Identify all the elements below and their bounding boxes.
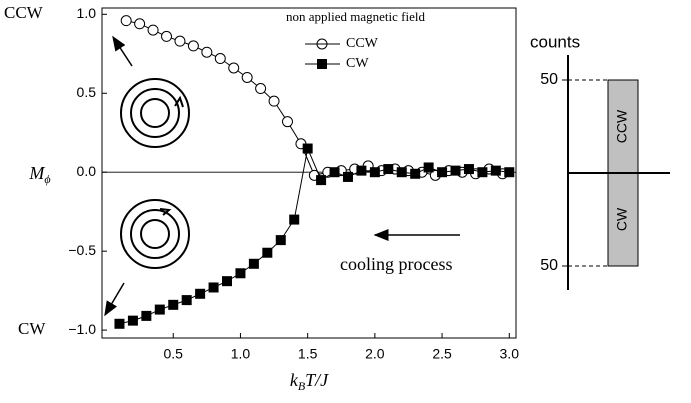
x-tick-label: 2.5 — [432, 346, 452, 362]
x-axis-label-part: k — [290, 370, 299, 390]
legend-label: CCW — [346, 36, 379, 51]
bar-label: CW — [614, 207, 630, 231]
point — [154, 304, 165, 315]
plot-frame — [101, 7, 517, 339]
point — [201, 46, 213, 58]
icons — [104, 35, 460, 317]
point — [241, 71, 253, 83]
point — [268, 95, 280, 107]
point — [289, 214, 300, 225]
y-tick-label: −1.0 — [68, 321, 96, 337]
x-tick-label: 2.0 — [365, 346, 385, 362]
point — [222, 276, 233, 287]
y-tick-label: 0.5 — [77, 84, 97, 100]
point — [147, 24, 159, 36]
point — [437, 167, 448, 178]
point — [114, 318, 125, 329]
point — [181, 295, 192, 306]
annotation: cooling process — [340, 254, 452, 274]
y-axis-label: counts — [530, 32, 580, 51]
y-tick-label: 1.0 — [77, 5, 97, 21]
point — [396, 167, 407, 178]
y-tick-label: 0.0 — [77, 163, 97, 179]
x-axis-label-part: B — [298, 379, 306, 393]
point — [316, 175, 327, 186]
point — [450, 165, 461, 176]
point — [504, 167, 515, 178]
point — [463, 164, 474, 175]
point — [490, 165, 501, 176]
point — [248, 258, 259, 269]
point — [174, 35, 186, 47]
point — [195, 288, 206, 299]
point — [208, 282, 219, 293]
annotation: CW — [18, 319, 46, 338]
bar-label: CCW — [614, 109, 630, 143]
point — [168, 299, 179, 310]
legend-title: non applied magnetic field — [286, 9, 425, 24]
y-tick-label: −0.5 — [68, 242, 96, 258]
point — [120, 15, 132, 27]
bar — [607, 172, 639, 267]
point — [214, 53, 226, 65]
x-axis-label-part: T/J — [305, 370, 329, 390]
point — [262, 247, 273, 258]
x-tick-label: 1.0 — [231, 346, 251, 362]
point — [187, 40, 199, 52]
point — [235, 268, 246, 279]
point — [356, 165, 367, 176]
x-tick-label: 1.5 — [298, 346, 318, 362]
y-tick-label: 50 — [540, 257, 558, 274]
point — [228, 62, 240, 74]
point — [161, 30, 173, 42]
y-axis-label-part: ϕ — [44, 172, 50, 186]
point — [329, 167, 340, 178]
y-tick-label: 50 — [540, 71, 558, 88]
point — [410, 168, 421, 179]
point — [369, 167, 380, 178]
y-axis-label: Mϕ — [28, 163, 50, 186]
point — [127, 315, 138, 326]
point — [423, 162, 434, 173]
legend-label: CW — [346, 56, 369, 71]
point — [141, 310, 152, 321]
point — [383, 164, 394, 175]
point — [134, 18, 146, 30]
x-axis-label: kBT/J — [290, 370, 329, 393]
point — [281, 116, 293, 128]
point — [302, 143, 313, 154]
x-tick-label: 0.5 — [164, 346, 184, 362]
annotation: CCW — [4, 3, 44, 22]
x-tick-label: 3.0 — [500, 346, 520, 362]
y-axis-label-part: M — [28, 163, 45, 183]
point — [255, 83, 267, 95]
point — [342, 171, 353, 182]
point — [275, 235, 286, 246]
point — [477, 167, 488, 178]
